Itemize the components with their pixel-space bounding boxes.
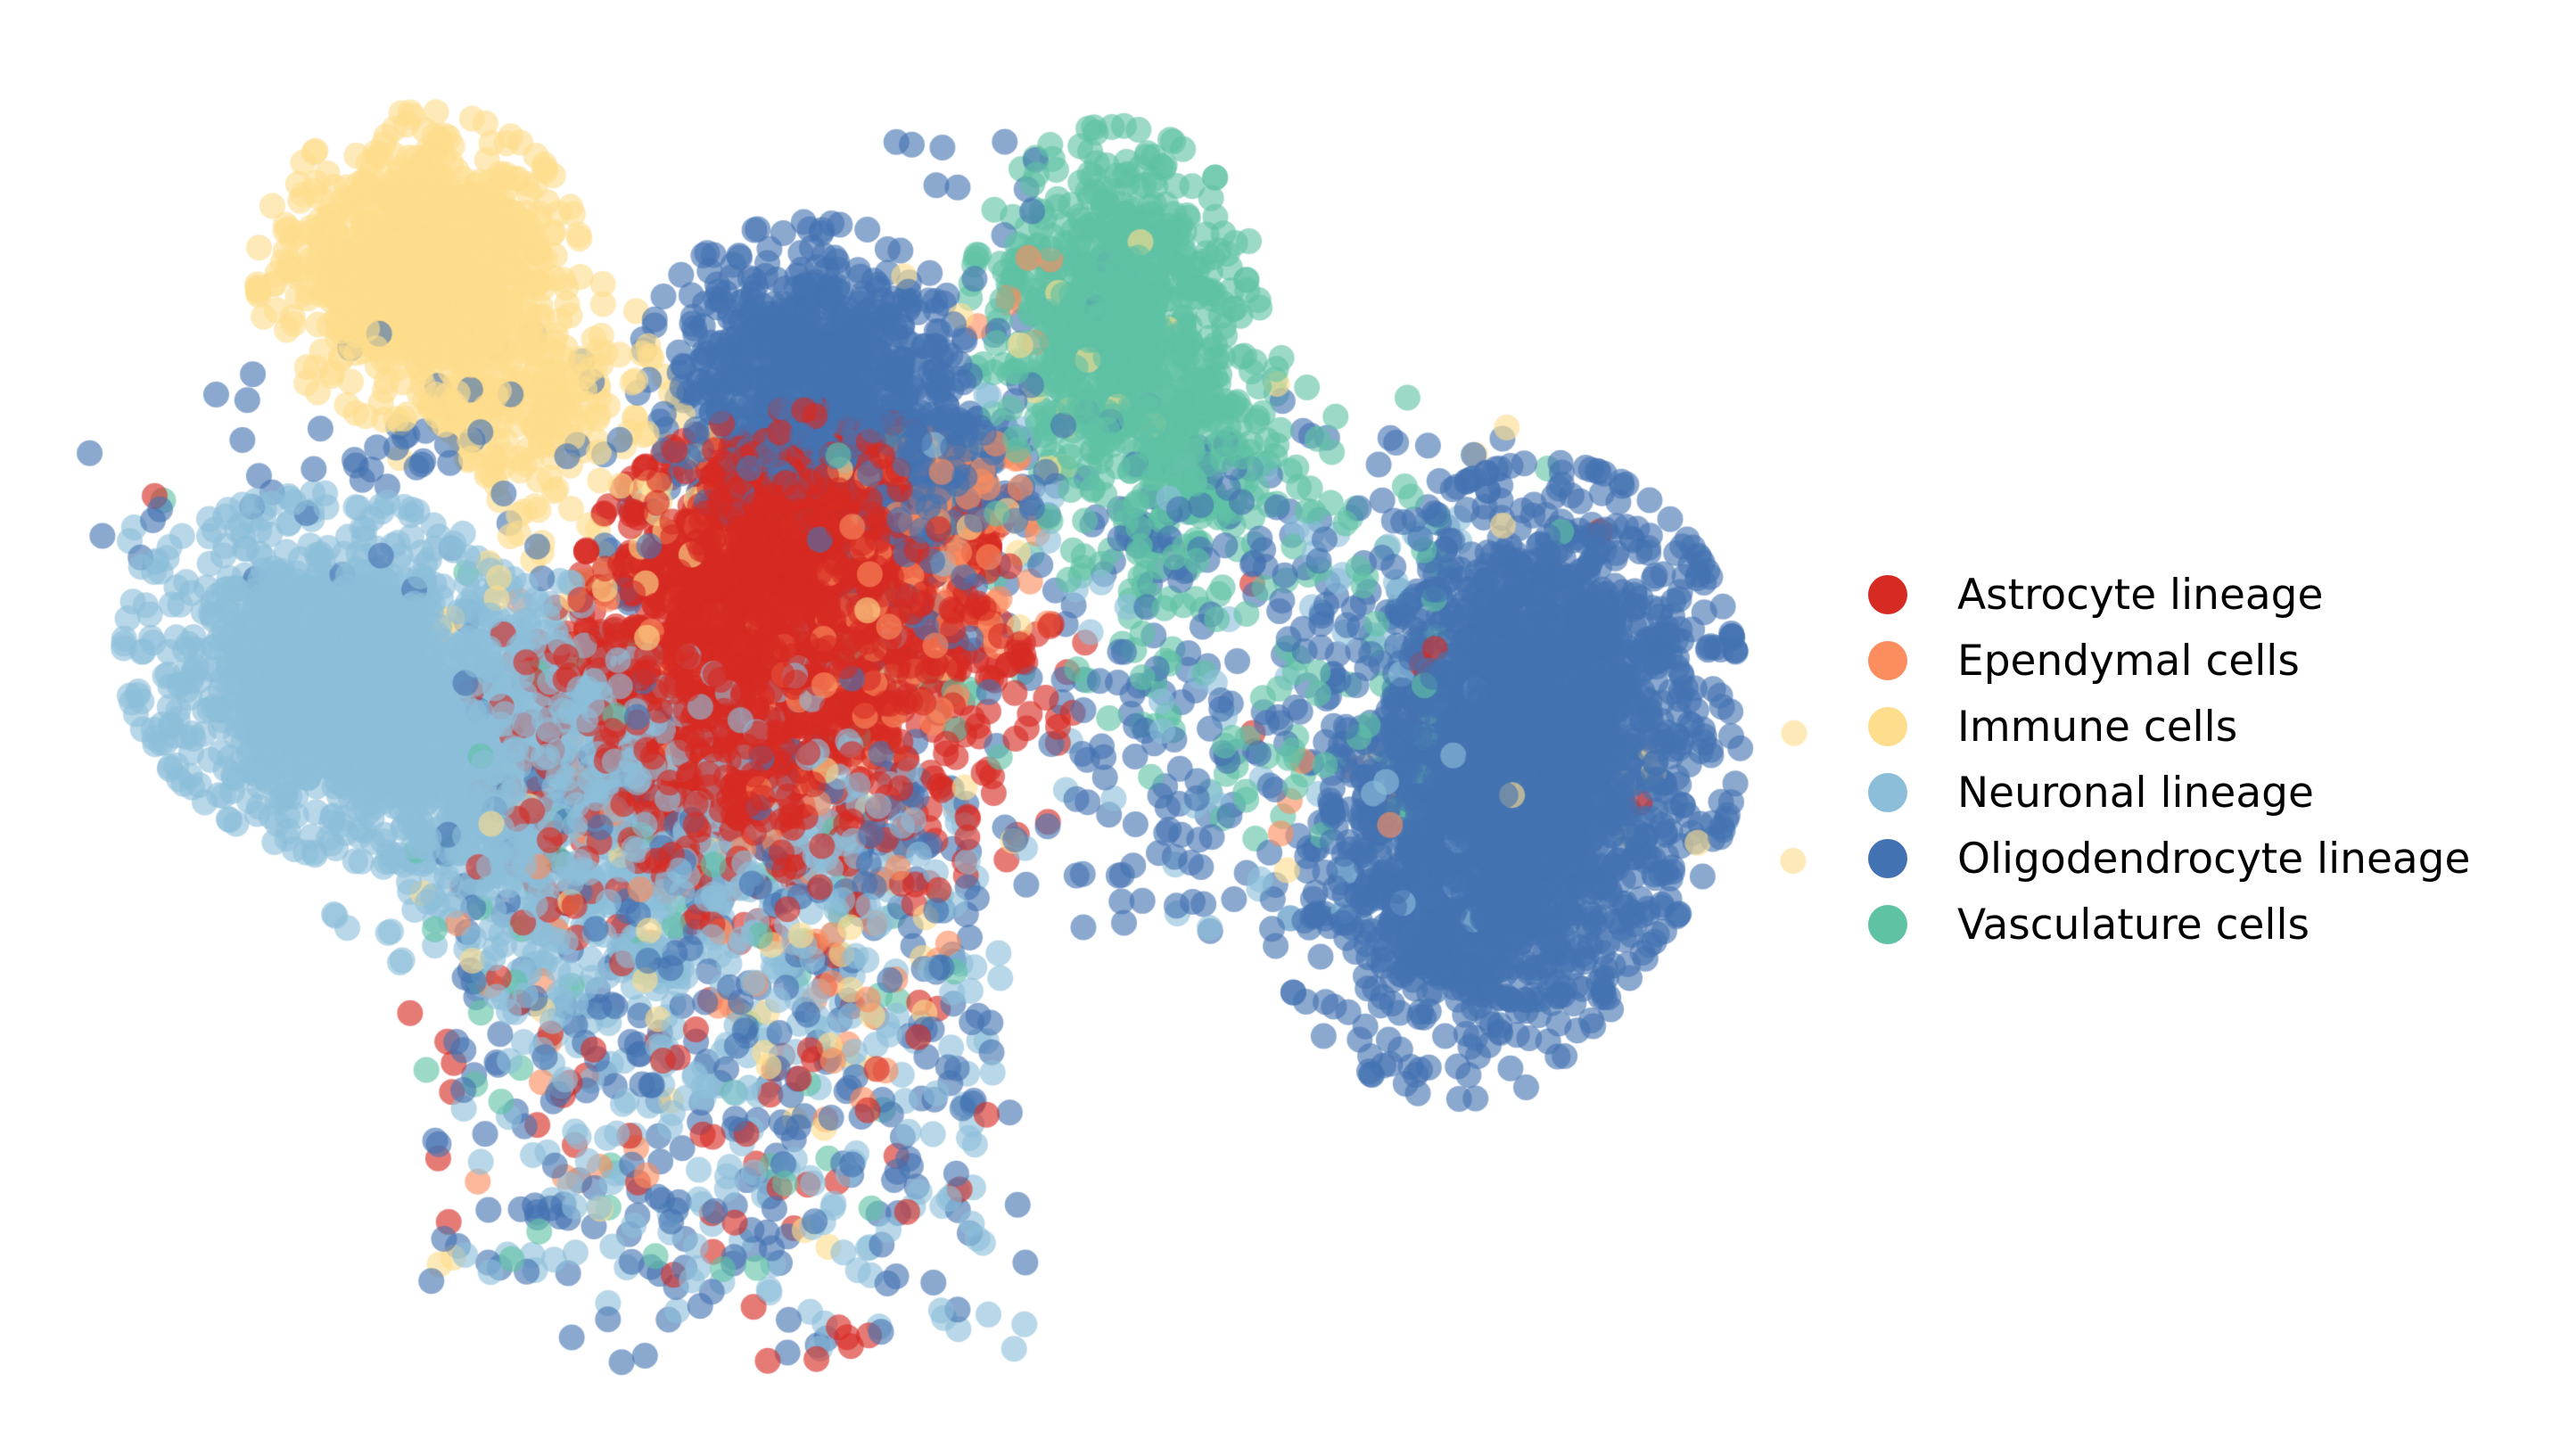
- legend-item-label: Oligodendrocyte lineage: [1957, 834, 2471, 884]
- legend-item-label: Astrocyte lineage: [1957, 570, 2324, 620]
- legend-item-oligodendrocyte-lineage[interactable]: Oligodendrocyte lineage: [1868, 826, 2546, 892]
- legend-item-ependymal-cells[interactable]: Ependymal cells: [1868, 628, 2546, 694]
- legend-item-label: Neuronal lineage: [1957, 768, 2314, 818]
- legend-item-vasculature-cells[interactable]: Vasculature cells: [1868, 892, 2546, 958]
- legend-item-label: Vasculature cells: [1957, 900, 2310, 950]
- legend-item-label: Immune cells: [1957, 702, 2238, 752]
- legend-marker-icon: [1868, 905, 1907, 944]
- legend-item-neuronal-lineage[interactable]: Neuronal lineage: [1868, 760, 2546, 826]
- legend-item-immune-cells[interactable]: Immune cells: [1868, 694, 2546, 760]
- legend: Astrocyte lineage Ependymal cells Immune…: [1868, 562, 2546, 958]
- legend-item-astrocyte-lineage[interactable]: Astrocyte lineage: [1868, 562, 2546, 628]
- legend-marker-icon: [1868, 839, 1907, 878]
- legend-marker-icon: [1868, 773, 1907, 812]
- legend-marker-icon: [1868, 641, 1907, 680]
- legend-item-label: Ependymal cells: [1957, 636, 2300, 686]
- legend-marker-icon: [1868, 575, 1907, 614]
- legend-marker-icon: [1868, 707, 1907, 746]
